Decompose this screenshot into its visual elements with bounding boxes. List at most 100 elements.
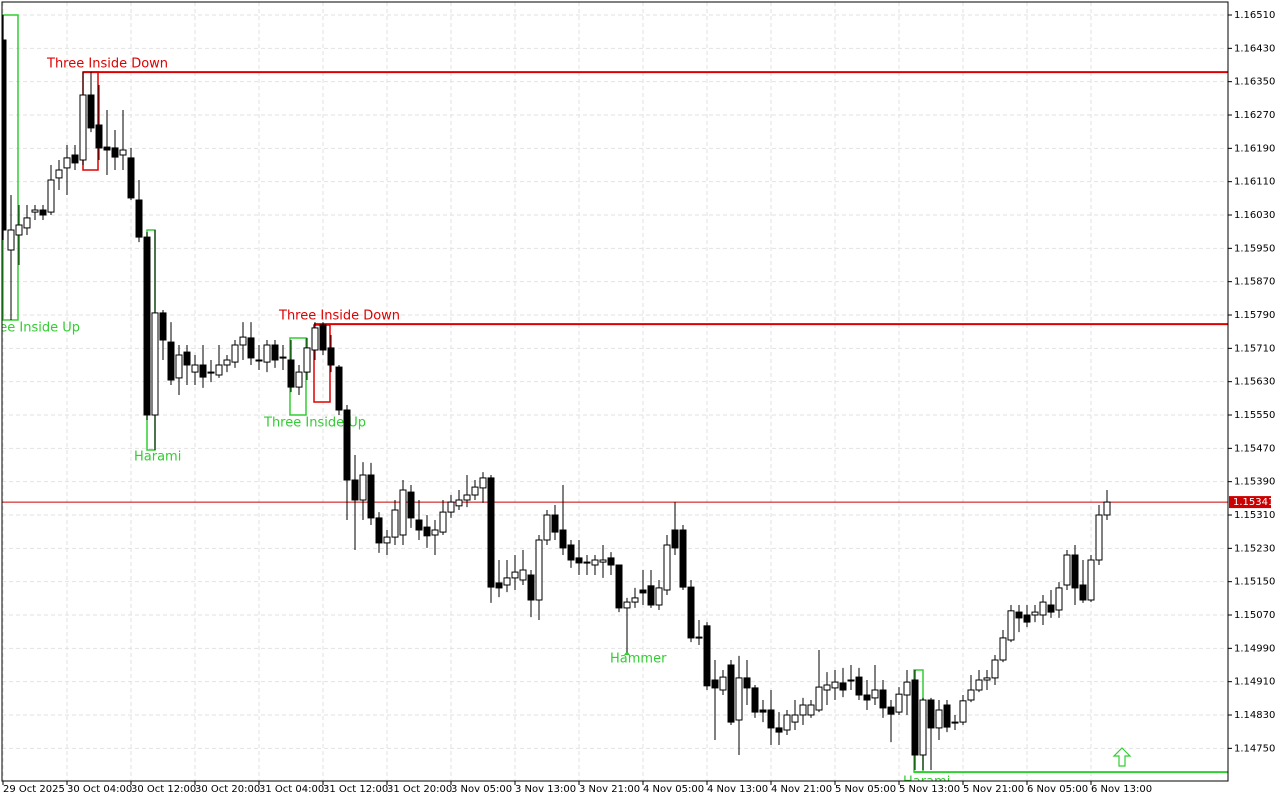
candle-body [615, 564, 623, 609]
candle-body [135, 199, 143, 238]
candle-body [599, 559, 607, 563]
candle-body [495, 582, 503, 589]
candle-body [359, 474, 367, 501]
candle-body [935, 709, 943, 729]
x-tick-label: 30 Oct 04:00 [67, 784, 132, 795]
candle-body [271, 344, 279, 361]
x-tick-label: 3 Nov 21:00 [579, 784, 640, 795]
candle-body [207, 371, 215, 374]
candle-body [975, 679, 983, 691]
candle-body [199, 364, 207, 378]
x-tick-label: 3 Nov 05:00 [451, 784, 512, 795]
x-tick-label: 29 Oct 2025 [3, 784, 65, 795]
y-tick-label: 1.15870 [1234, 277, 1275, 288]
candle-body [1103, 501, 1111, 516]
pattern-label: Harami [134, 450, 181, 465]
candle-body [287, 359, 295, 388]
candle-body [7, 229, 15, 251]
x-tick-label: 4 Nov 13:00 [707, 784, 768, 795]
candle-body [943, 704, 951, 728]
candle-body [175, 354, 183, 379]
candle-body [575, 557, 583, 564]
candle-body [967, 689, 975, 701]
candle-body [551, 514, 559, 533]
candle-body [407, 491, 415, 519]
candle-body [879, 689, 887, 709]
candle-body [463, 494, 471, 501]
candle-body [815, 686, 823, 711]
candle-body [311, 327, 319, 351]
candle-body [743, 677, 751, 689]
x-tick-label: 30 Oct 12:00 [131, 784, 196, 795]
candle-body [703, 625, 711, 687]
candle-body [1063, 554, 1071, 586]
candle-body [47, 179, 55, 213]
y-tick-label: 1.16510 [1234, 10, 1275, 21]
candle-body [103, 146, 111, 151]
candle-body [687, 586, 695, 639]
candle-body [799, 704, 807, 716]
candle-body [1079, 584, 1087, 601]
candle-body [399, 489, 407, 536]
candle-body [231, 344, 239, 363]
plot-frame [1, 1, 1229, 782]
candle-body [863, 694, 871, 701]
candle-body [895, 693, 903, 713]
candle-body [23, 217, 31, 229]
candle-body [951, 721, 959, 724]
candle-body [223, 359, 231, 366]
candle-body [1055, 587, 1063, 611]
candle-body [439, 511, 447, 533]
x-tick-label: 6 Nov 13:00 [1091, 784, 1152, 795]
candle-body [471, 486, 479, 496]
candle-body [95, 124, 103, 149]
y-tick-label: 1.15550 [1234, 410, 1275, 421]
y-tick-label: 1.14830 [1234, 710, 1275, 721]
candle-body [167, 341, 175, 381]
x-tick-label: 31 Oct 20:00 [387, 784, 452, 795]
x-tick-label: 3 Nov 13:00 [515, 784, 576, 795]
candle-body [255, 359, 263, 362]
candle-body [71, 154, 79, 164]
candle-body [127, 157, 135, 199]
candle-body [639, 589, 647, 594]
candle-body [479, 477, 487, 489]
candle-body [527, 574, 535, 601]
pattern-label: Three Inside Up [263, 416, 366, 431]
candle-body [343, 409, 351, 481]
candle-body [631, 597, 639, 603]
candle-body [775, 727, 783, 733]
candle-body [87, 94, 95, 129]
x-tick-label: 6 Nov 05:00 [1027, 784, 1088, 795]
candle-body [823, 684, 831, 691]
candle-body [855, 676, 863, 696]
candle-body [391, 509, 399, 538]
candle-body [2, 39, 7, 231]
candle-body [303, 347, 311, 373]
candle-body [991, 659, 999, 679]
candle-body [647, 585, 655, 606]
pattern-label: Hammer [610, 652, 667, 667]
candle-body [807, 704, 815, 716]
candle-body [567, 544, 575, 561]
candle-body [279, 356, 287, 359]
candle-body [487, 477, 495, 588]
pattern-label: Three Inside Down [46, 57, 168, 72]
candle-body [151, 312, 159, 416]
candle-body [671, 529, 679, 549]
candle-body [295, 371, 303, 388]
candle-body [327, 347, 335, 366]
candle-body [1095, 514, 1103, 561]
candle-body [791, 714, 799, 723]
y-tick-label: 1.14750 [1234, 743, 1275, 754]
candle-body [455, 499, 463, 507]
x-tick-label: 30 Oct 20:00 [195, 784, 260, 795]
candle-body [375, 517, 383, 544]
candle-body [319, 324, 327, 351]
candle-body [719, 676, 727, 691]
x-tick-label: 5 Nov 21:00 [963, 784, 1024, 795]
x-tick-label: 31 Oct 12:00 [323, 784, 388, 795]
candle-body [1031, 611, 1039, 616]
